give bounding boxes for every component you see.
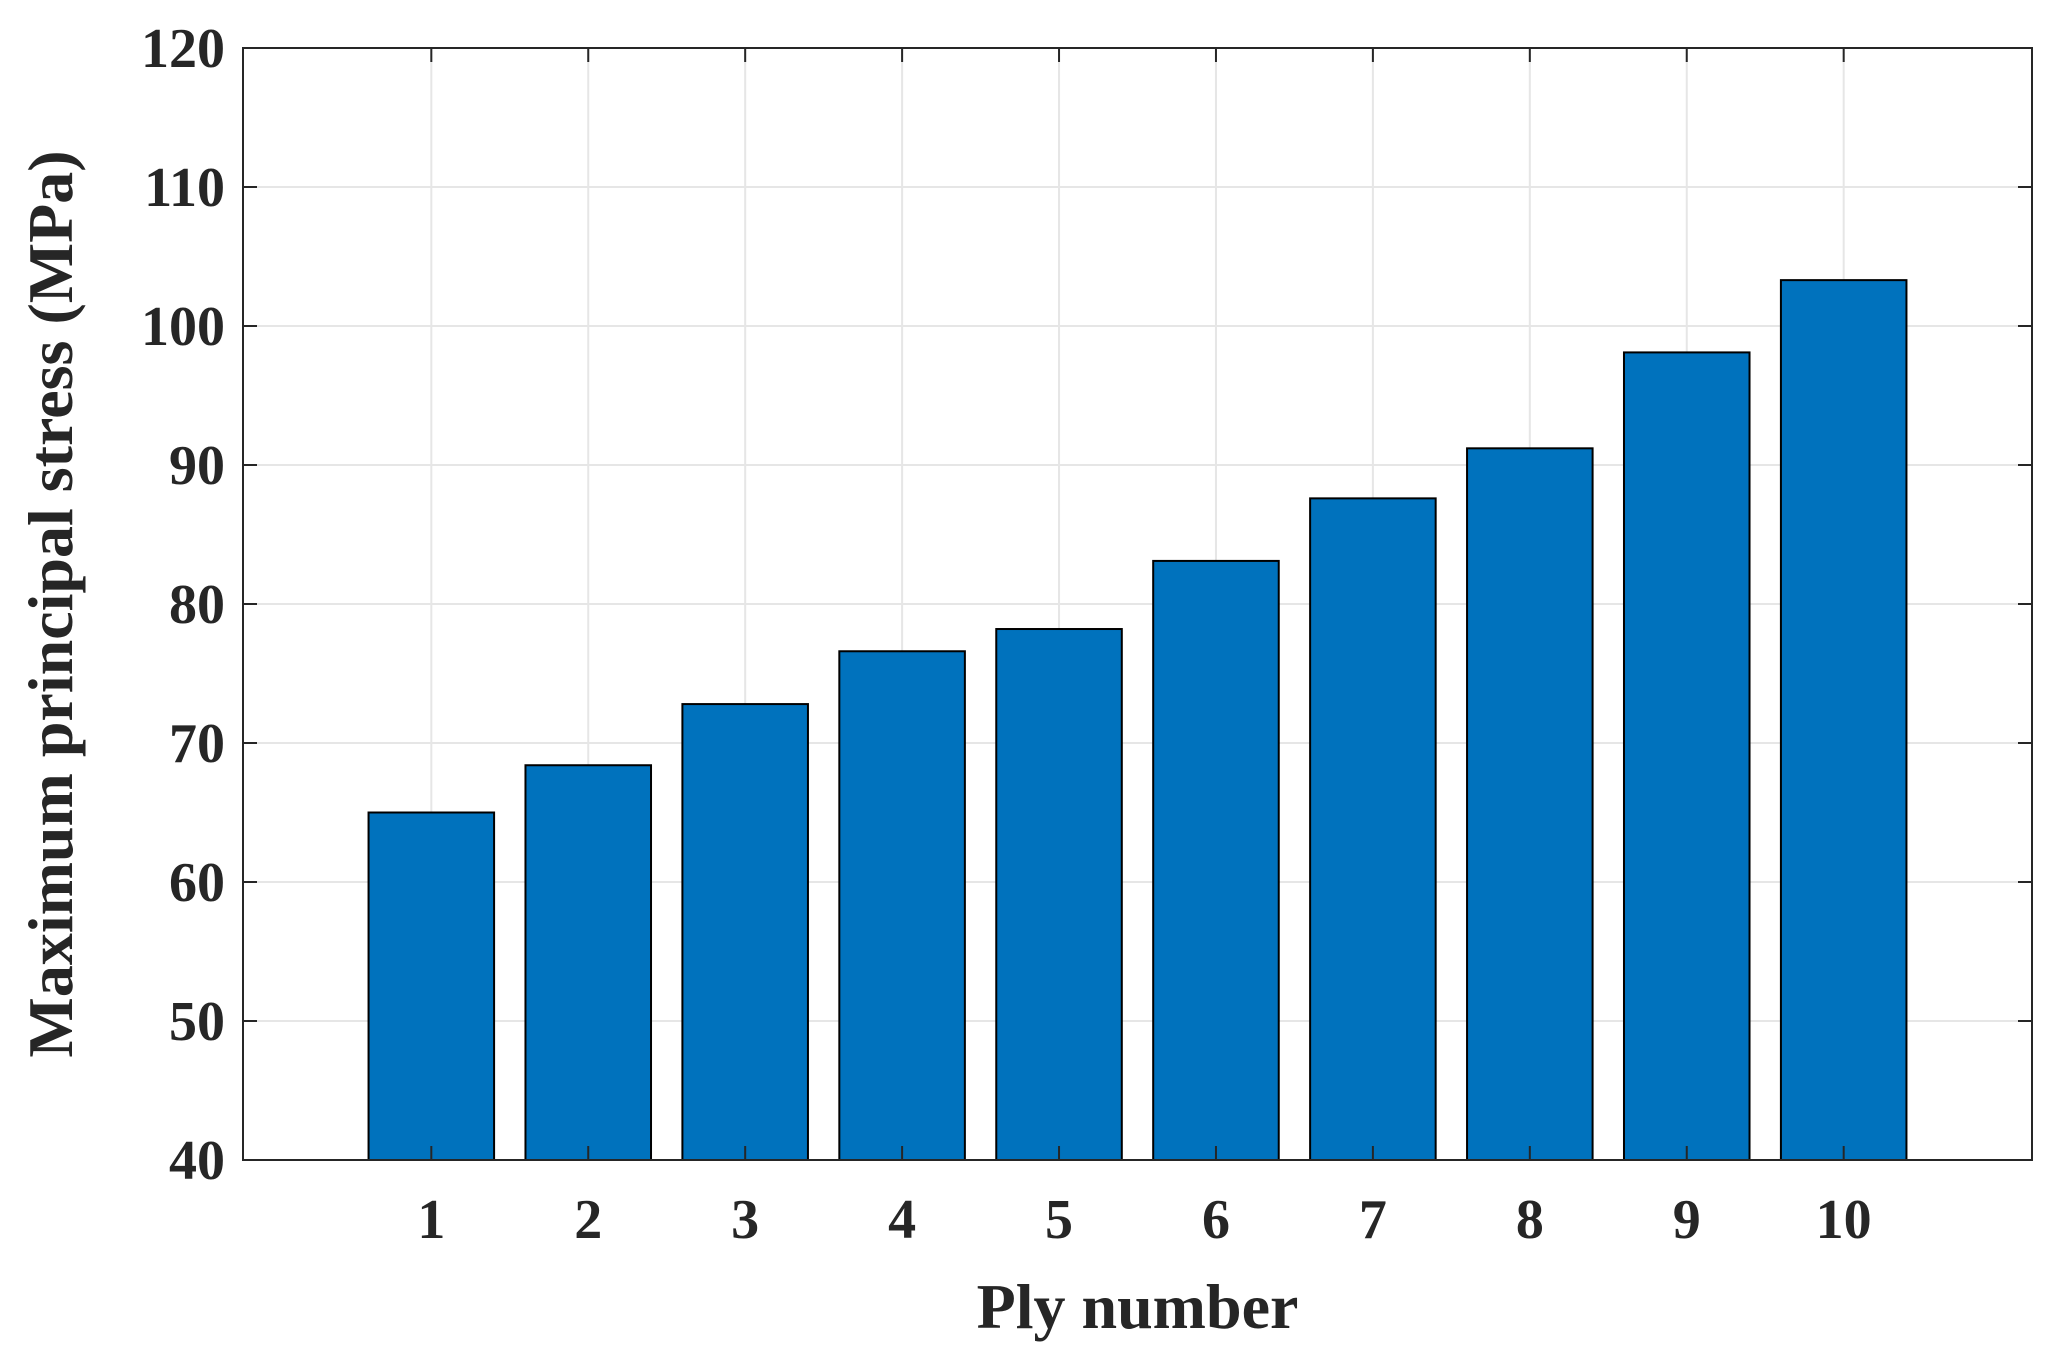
bar-ply-5 [995,628,1123,1161]
x-tick-label: 8 [1516,1189,1544,1251]
y-tick-label: 80 [169,574,225,636]
x-tick-label: 1 [417,1189,445,1251]
x-tick-label: 10 [1816,1189,1872,1251]
bar-ply-2 [524,764,653,1161]
x-tick-labels: 1 2 3 4 5 6 7 8 9 10 [417,1189,1871,1251]
bar-ply-4 [838,650,966,1161]
bar-ply-1 [367,811,496,1161]
bars [367,279,1908,1162]
y-tick-label: 90 [169,435,225,497]
bar-ply-7 [1309,497,1437,1161]
x-tick-label: 2 [574,1189,602,1251]
y-tick-label: 120 [141,18,225,80]
y-tick-label: 50 [169,991,225,1053]
y-tick-labels: 40 50 60 70 80 90 100 110 120 [141,18,225,1192]
y-tick-label: 100 [141,296,225,358]
x-tick-label: 6 [1202,1189,1230,1251]
x-tick-label: 9 [1673,1189,1701,1251]
bar-ply-8 [1466,447,1594,1161]
bar-ply-6 [1152,559,1280,1161]
y-axis-label: Maximum principal stress (MPa) [15,150,86,1057]
y-tick-label: 60 [169,852,225,914]
y-tick-label: 40 [169,1130,225,1192]
y-tick-label: 70 [169,713,225,775]
bar-ply-10 [1779,279,1908,1161]
x-tick-label: 5 [1045,1189,1073,1251]
bar-ply-9 [1622,351,1751,1162]
ticks [243,47,2032,1161]
y-tick-label: 110 [144,157,225,219]
x-tick-label: 7 [1359,1189,1387,1251]
x-tick-label: 3 [731,1189,759,1251]
x-tick-label: 4 [888,1189,916,1251]
grid-lines [243,47,2032,1161]
x-axis-label: Ply number [977,1271,1299,1342]
bar-ply-3 [681,703,809,1162]
